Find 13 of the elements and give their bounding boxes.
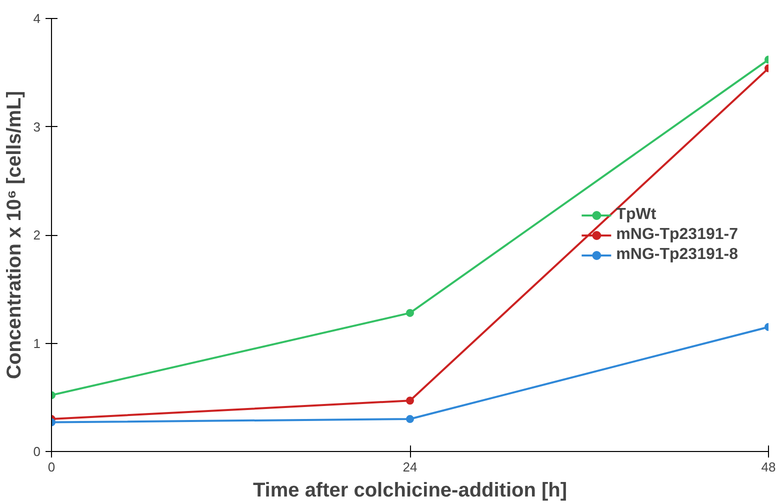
y-tick-label: 2 — [33, 228, 41, 242]
legend-label: mNG-Tp23191-8 — [616, 246, 738, 264]
x-tick-label: 24 — [402, 460, 418, 474]
y-axis-title: Concentration x 10⁶ [cells/mL] — [3, 90, 26, 380]
x-tick-label: 0 — [48, 460, 56, 474]
x-tick-label: 48 — [761, 460, 776, 474]
x-axis-title: Time after colchicine-addition [h] — [252, 480, 568, 502]
legend-label: mNG-Tp23191-7 — [616, 226, 738, 244]
y-tick-label: 4 — [33, 11, 41, 26]
y-tick-label: 1 — [33, 336, 41, 351]
y-tick-label: 3 — [33, 119, 41, 134]
y-tick-label: 0 — [33, 444, 41, 459]
legend-label: TpWt — [616, 206, 656, 224]
